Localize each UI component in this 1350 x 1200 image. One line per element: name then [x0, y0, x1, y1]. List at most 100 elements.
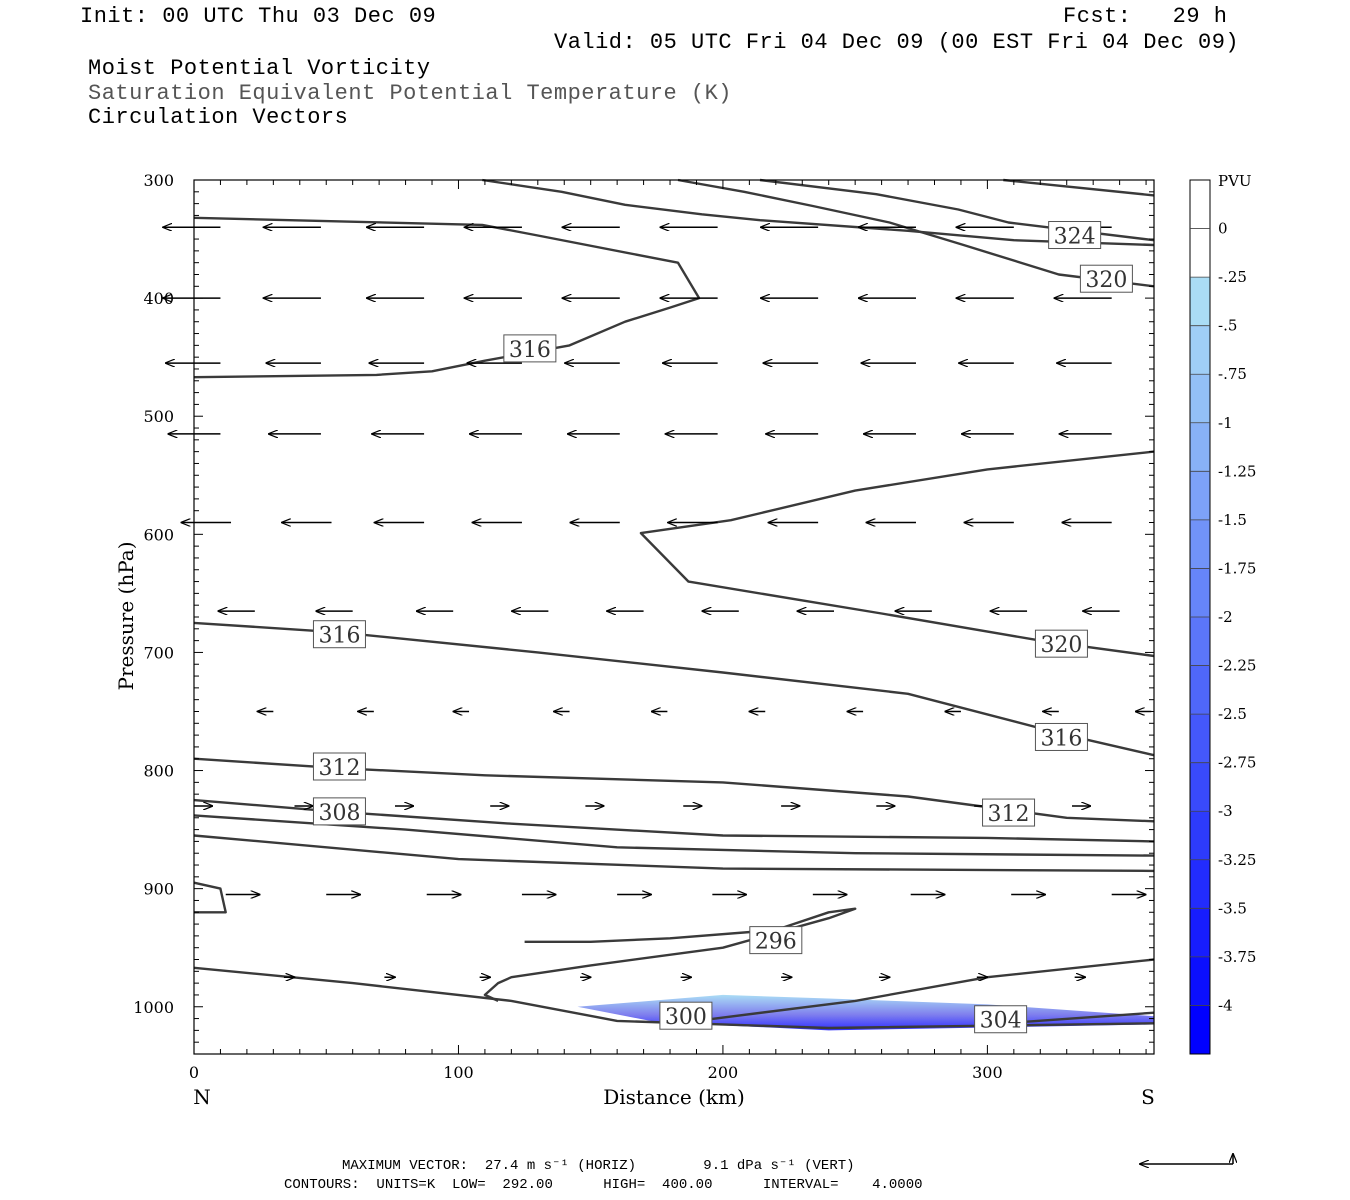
theta-contour-1 [482, 178, 1155, 247]
contour-label-text: 320 [1040, 633, 1082, 658]
colorbar-label: -1.25 [1218, 462, 1256, 480]
colorbar-label: -3.75 [1218, 948, 1256, 966]
colorbar-swatch [1190, 956, 1210, 1006]
colorbar-label: -4 [1218, 996, 1233, 1014]
contour-label-text: 316 [1040, 726, 1082, 751]
colorbar-label: -2 [1218, 608, 1233, 626]
contour-label-box [312, 752, 366, 781]
colorbar-swatch [1190, 374, 1210, 423]
contour-label: 304 [974, 1005, 1028, 1034]
y-tick-label: 600 [143, 525, 174, 544]
field-title-1: Moist Potential Vorticity [88, 56, 431, 81]
max-vector-note: MAXIMUM VECTOR: 27.4 m s⁻¹ (HORIZ) 9.1 d… [342, 1158, 855, 1174]
contour-label: 316 [312, 620, 366, 649]
contour-label-box [659, 1001, 713, 1030]
y-tick-label: 300 [143, 171, 174, 190]
colorbar-label: 0 [1218, 220, 1228, 238]
colorbar-swatch [1190, 325, 1210, 375]
theta-contour-0 [193, 216, 701, 379]
south-label: S [1141, 1085, 1155, 1109]
contour-label-box [1048, 221, 1102, 250]
theta-contour-5 [639, 450, 1155, 658]
y-tick-label: 400 [143, 289, 174, 308]
contours-note: CONTOURS: UNITS=K LOW= 292.00 HIGH= 400.… [284, 1177, 923, 1193]
contour-label-text: 312 [988, 802, 1030, 827]
y-tick-label: 800 [143, 762, 174, 781]
colorbar-swatch [1190, 762, 1210, 812]
contour-label-text: 300 [665, 1005, 707, 1030]
theta-contour-14 [193, 966, 1155, 1030]
field-title-2: Saturation Equivalent Potential Temperat… [88, 81, 733, 106]
contour-label-text: 308 [318, 801, 360, 826]
colorbar-label: -.75 [1218, 365, 1247, 383]
y-tick-label: 500 [143, 407, 174, 426]
contour-label: 296 [749, 926, 803, 955]
contour-label-box [312, 797, 366, 826]
reference-vector [1140, 1154, 1233, 1164]
theta-contour-10 [193, 834, 1155, 873]
contour-label-box [503, 334, 557, 363]
colorbar-swatch [1190, 277, 1210, 326]
contour-label-text: 324 [1054, 225, 1096, 250]
colorbar-label: -2.75 [1218, 754, 1256, 772]
contour-label-text: 316 [318, 624, 360, 649]
colorbar-unit: PVU [1218, 172, 1252, 190]
contour-label-text: 320 [1085, 268, 1127, 293]
init-time: Init: 00 UTC Thu 03 Dec 09 [80, 4, 437, 29]
contour-label-box [1079, 264, 1133, 293]
field-title-3: Circulation Vectors [88, 105, 349, 130]
contour-label-box [749, 926, 803, 955]
contour-label: 300 [659, 1001, 713, 1030]
contour-label-text: 312 [318, 756, 360, 781]
colorbar-label: -3 [1218, 802, 1233, 820]
contour-label-box [1034, 629, 1088, 658]
contour-label: 308 [312, 797, 366, 826]
colorbar-label: -1.75 [1218, 559, 1256, 577]
theta-contour-12 [483, 907, 857, 1002]
contour-label: 312 [982, 798, 1036, 827]
colorbar-label: -2.25 [1218, 657, 1256, 675]
colorbar-swatch [1190, 811, 1210, 860]
y-axis-title: Pressure (hPa) [114, 542, 138, 691]
colorbar-label: -3.25 [1218, 851, 1256, 869]
contour-label-box [982, 798, 1036, 827]
colorbar-swatch [1190, 1005, 1210, 1054]
colorbar-label: -1.5 [1218, 511, 1247, 529]
colorbar-swatch [1190, 859, 1210, 909]
contour-label-text: 304 [980, 1009, 1022, 1034]
x-tick-label: 300 [972, 1063, 1003, 1082]
contour-label: 312 [312, 752, 366, 781]
contour-label: 320 [1034, 629, 1088, 658]
contour-label: 316 [1034, 722, 1088, 751]
colorbar-swatch [1190, 180, 1210, 229]
colorbar-label: -.5 [1218, 317, 1237, 335]
colorbar-swatch [1190, 228, 1210, 278]
colorbar-label: -3.5 [1218, 899, 1247, 917]
x-axis-title: Distance (km) [603, 1085, 745, 1109]
colorbar-label: -1 [1218, 414, 1233, 432]
plot-frame [193, 179, 1155, 1055]
forecast-hour: Fcst: 29 h [1063, 4, 1228, 29]
x-tick-label: 100 [443, 1063, 474, 1082]
contour-label-box [1034, 722, 1088, 751]
y-tick-label: 1000 [133, 998, 174, 1017]
theta-contour-3 [1003, 178, 1155, 197]
theta-contour-4 [677, 178, 1155, 288]
y-tick-label: 700 [143, 643, 174, 662]
colorbar-swatch [1190, 471, 1210, 520]
theta-contour-11 [193, 881, 227, 914]
theta-contour-13 [696, 958, 1155, 1023]
y-tick-label: 900 [143, 880, 174, 899]
contour-label-text: 316 [509, 338, 551, 363]
colorbar-swatch [1190, 422, 1210, 472]
colorbar-label: -2.5 [1218, 705, 1247, 723]
x-tick-label: 200 [708, 1063, 739, 1082]
colorbar-label: -.25 [1218, 268, 1247, 286]
colorbar-swatch [1190, 665, 1210, 715]
colorbar-swatch [1190, 617, 1210, 666]
contour-label-box [974, 1005, 1028, 1034]
contour-label: 320 [1079, 264, 1133, 293]
colorbar-swatch [1190, 568, 1210, 617]
colorbar-swatch [1190, 714, 1210, 763]
